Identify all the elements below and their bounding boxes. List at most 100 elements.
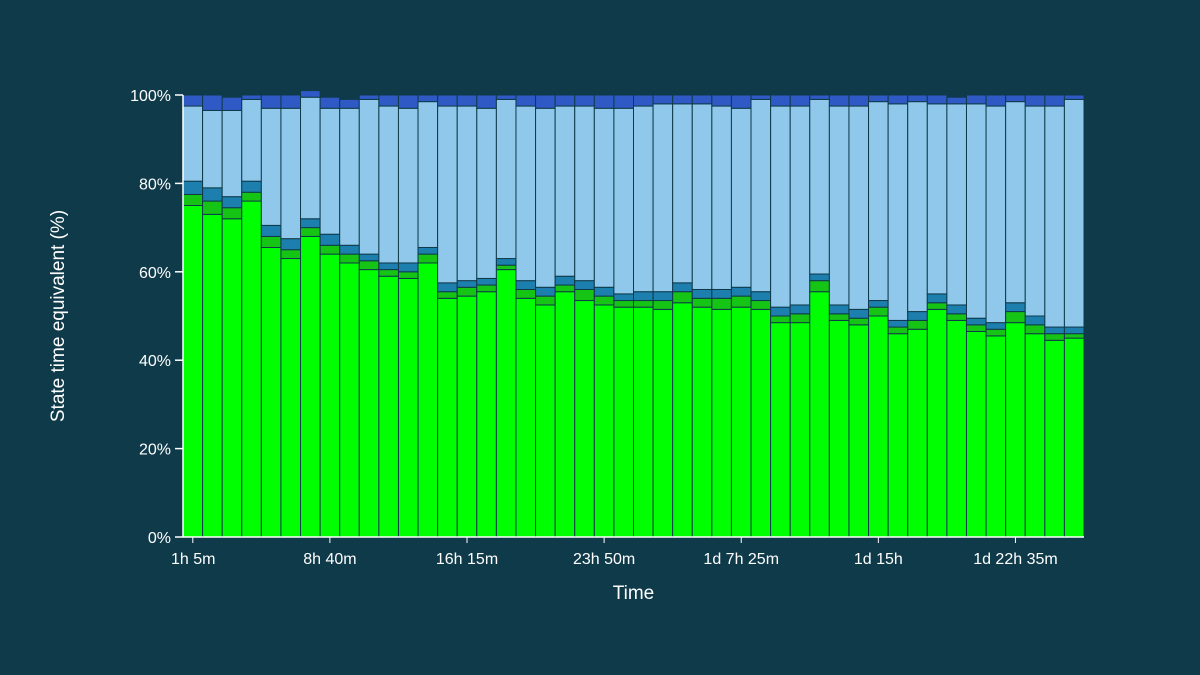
bar-segment xyxy=(828,94,850,107)
x-tick-label: 23h 50m xyxy=(573,551,635,568)
bar-segment xyxy=(868,315,889,538)
x-tick-label: 1d 7h 25m xyxy=(703,551,779,568)
bar-segment xyxy=(691,288,713,299)
bar-segment xyxy=(476,284,497,293)
bar-segment xyxy=(574,94,595,107)
bar-segment xyxy=(711,297,732,310)
bar-segment xyxy=(456,295,478,538)
y-tick-label: 80% xyxy=(139,176,171,193)
bar-segment xyxy=(221,207,243,220)
bar-segment xyxy=(574,300,595,538)
bar-segment xyxy=(182,105,204,182)
bar-segment xyxy=(868,306,889,317)
bar-segment xyxy=(202,213,223,538)
bar-segment xyxy=(397,277,419,538)
bar-segment xyxy=(848,94,870,107)
bar-segment xyxy=(789,105,811,306)
bar-segment xyxy=(378,269,399,277)
bar-segment xyxy=(985,105,1007,324)
bar-segment xyxy=(260,246,282,538)
bar-segment xyxy=(868,101,889,302)
bar-segment xyxy=(535,94,556,109)
bar-segment xyxy=(809,273,830,282)
bar-segment xyxy=(789,94,811,107)
bar-segment xyxy=(672,282,693,293)
bar-segment xyxy=(652,291,674,302)
bar-segment xyxy=(515,297,537,538)
bar-segment xyxy=(339,244,360,255)
bar-segment xyxy=(946,304,967,315)
bar-segment xyxy=(417,101,439,248)
bar-segment xyxy=(809,291,830,538)
bar-segment xyxy=(965,330,987,538)
bar-segment xyxy=(495,94,517,100)
bar-segment xyxy=(887,326,909,335)
bar-segment xyxy=(339,262,360,538)
bar-segment xyxy=(848,105,870,310)
bar-segment xyxy=(1044,339,1065,538)
bar-segment xyxy=(907,311,928,321)
bar-segment xyxy=(965,103,987,319)
y-tick-label: 0% xyxy=(148,530,171,547)
bar-segment xyxy=(319,244,341,255)
bar-segment xyxy=(1044,105,1065,328)
bar-segment xyxy=(456,286,478,297)
bar-segment xyxy=(476,291,497,538)
x-tick-label: 1d 22h 35m xyxy=(973,551,1058,568)
bar-segment xyxy=(358,253,380,262)
bar-segment xyxy=(730,94,752,109)
bar-segment xyxy=(887,333,909,538)
bar-segment xyxy=(711,94,732,107)
bar-segment xyxy=(358,98,380,255)
bar-segment xyxy=(554,284,576,293)
bar-segment xyxy=(495,98,517,260)
bar-segment xyxy=(730,107,752,288)
bar-segment xyxy=(652,94,674,105)
bar-segment xyxy=(300,227,321,237)
bar-segment xyxy=(770,94,791,107)
bar-segment xyxy=(965,324,987,332)
x-tick-label: 16h 15m xyxy=(436,551,498,568)
bar-segment xyxy=(985,328,1007,337)
bar-segment xyxy=(652,103,674,293)
bar-segment xyxy=(711,308,732,538)
bar-segment xyxy=(339,253,360,264)
bar-segment xyxy=(828,304,850,315)
bar-segment xyxy=(280,238,302,251)
bar-segment xyxy=(378,262,399,271)
bar-segment xyxy=(730,295,752,308)
bar-segment xyxy=(652,300,674,310)
bar-segment xyxy=(202,109,223,189)
bar-segment xyxy=(711,288,732,299)
bar-segment xyxy=(397,107,419,264)
bar-segment xyxy=(887,319,909,328)
bar-segment xyxy=(495,269,517,538)
bar-segment xyxy=(221,109,243,198)
bar-segment xyxy=(456,280,478,288)
x-tick-label: 8h 40m xyxy=(303,551,356,568)
bar-segment xyxy=(280,249,302,260)
bar-segment xyxy=(750,98,772,293)
bar-segment xyxy=(202,187,223,202)
bar-segment xyxy=(554,94,576,107)
bar-segment xyxy=(691,297,713,308)
bar-segment xyxy=(397,94,419,109)
bar-segment xyxy=(417,246,439,255)
bar-segment xyxy=(868,94,889,103)
bar-segment xyxy=(221,96,243,111)
bar-segment xyxy=(691,306,713,538)
bar-segment xyxy=(300,235,321,538)
bar-segment xyxy=(554,105,576,277)
bar-segment xyxy=(358,260,380,271)
x-tick-label: 1h 5m xyxy=(171,551,215,568)
y-axis-title: State time equivalent (%) xyxy=(48,210,69,422)
y-tick-label: 60% xyxy=(139,265,171,282)
bar-segment xyxy=(300,218,321,229)
bar-segment xyxy=(437,105,458,284)
bar-segment xyxy=(848,308,870,319)
bar-segment xyxy=(339,98,360,109)
bar-segment xyxy=(437,94,458,107)
bar-segment xyxy=(476,277,497,286)
bar-segment xyxy=(574,288,595,302)
